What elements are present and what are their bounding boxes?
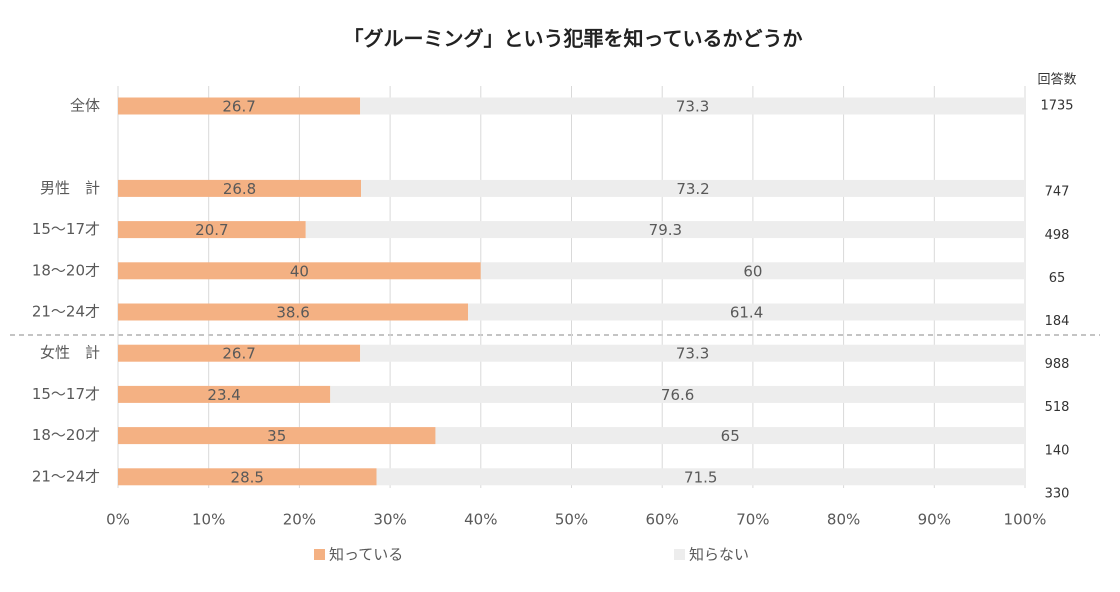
bar: [118, 344, 361, 362]
count-label: 65: [1049, 271, 1066, 286]
data-label: 40: [290, 262, 309, 280]
x-tick-label: 70%: [736, 511, 769, 529]
data-label: 73.3: [676, 98, 709, 116]
legend-label: 知っている: [329, 546, 403, 564]
bar: [305, 221, 1025, 239]
data-label: 60: [743, 262, 762, 280]
count-label: 988: [1045, 357, 1070, 372]
y-tick-label: 全体: [70, 97, 100, 115]
x-tick-label: 100%: [1004, 511, 1047, 529]
data-label: 20.7: [195, 221, 228, 239]
x-tick-label: 80%: [827, 511, 860, 529]
count-label: 498: [1045, 228, 1070, 243]
count-label: 140: [1045, 443, 1070, 458]
data-label: 26.7: [222, 345, 255, 363]
data-label: 73.3: [676, 345, 709, 363]
count-label: 747: [1045, 185, 1070, 200]
x-tick-label: 90%: [918, 511, 951, 529]
data-label: 23.4: [207, 386, 240, 404]
data-label: 26.7: [222, 98, 255, 116]
x-tick-label: 10%: [192, 511, 225, 529]
data-label: 28.5: [231, 468, 264, 486]
data-label: 71.5: [684, 468, 717, 486]
x-tick-label: 40%: [464, 511, 497, 529]
bar: [118, 97, 361, 115]
y-tick-label: 男性 計: [40, 179, 100, 197]
data-label: 61.4: [730, 304, 763, 322]
x-tick-label: 60%: [646, 511, 679, 529]
data-label: 73.2: [676, 180, 709, 198]
data-label: 26.8: [223, 180, 256, 198]
bar: [118, 303, 469, 321]
bar: [468, 303, 1025, 321]
bar: [480, 262, 1025, 280]
y-tick-label: 21〜24才: [32, 467, 100, 485]
bar: [118, 427, 436, 445]
y-tick-label: 18〜20才: [32, 426, 100, 444]
count-label: 330: [1045, 486, 1070, 501]
data-label: 79.3: [649, 221, 682, 239]
x-tick-label: 30%: [373, 511, 406, 529]
legend-swatch: [674, 549, 685, 560]
bar: [118, 262, 481, 280]
bar: [118, 385, 331, 403]
bar: [376, 468, 1025, 486]
data-label: 76.6: [661, 386, 694, 404]
legend-label: 知らない: [689, 546, 749, 564]
y-tick-label: 18〜20才: [32, 261, 100, 279]
x-tick-label: 50%: [555, 511, 588, 529]
bar: [360, 97, 1025, 115]
data-label: 65: [721, 427, 740, 445]
x-tick-label: 0%: [106, 511, 130, 529]
bar: [118, 221, 306, 239]
y-tick-label: 21〜24才: [32, 303, 100, 321]
bar: [330, 385, 1025, 403]
count-label: 184: [1045, 314, 1070, 329]
legend-swatch: [314, 549, 325, 560]
count-label: 1735: [1040, 99, 1073, 114]
data-label: 38.6: [276, 304, 309, 322]
chart-title: 「グルーミング」という犯罪を知っているかどうか: [344, 27, 803, 51]
bar: [435, 427, 1025, 445]
x-tick-label: 20%: [283, 511, 316, 529]
bar: [118, 468, 377, 486]
bar: [360, 344, 1025, 362]
data-label: 35: [267, 427, 286, 445]
y-tick-label: 15〜17才: [32, 385, 100, 403]
y-tick-label: 女性 計: [40, 344, 100, 362]
bar: [118, 179, 362, 197]
bar: [361, 179, 1025, 197]
count-label: 518: [1045, 400, 1070, 415]
y-tick-label: 15〜17才: [32, 220, 100, 238]
count-header: 回答数: [1037, 72, 1076, 88]
